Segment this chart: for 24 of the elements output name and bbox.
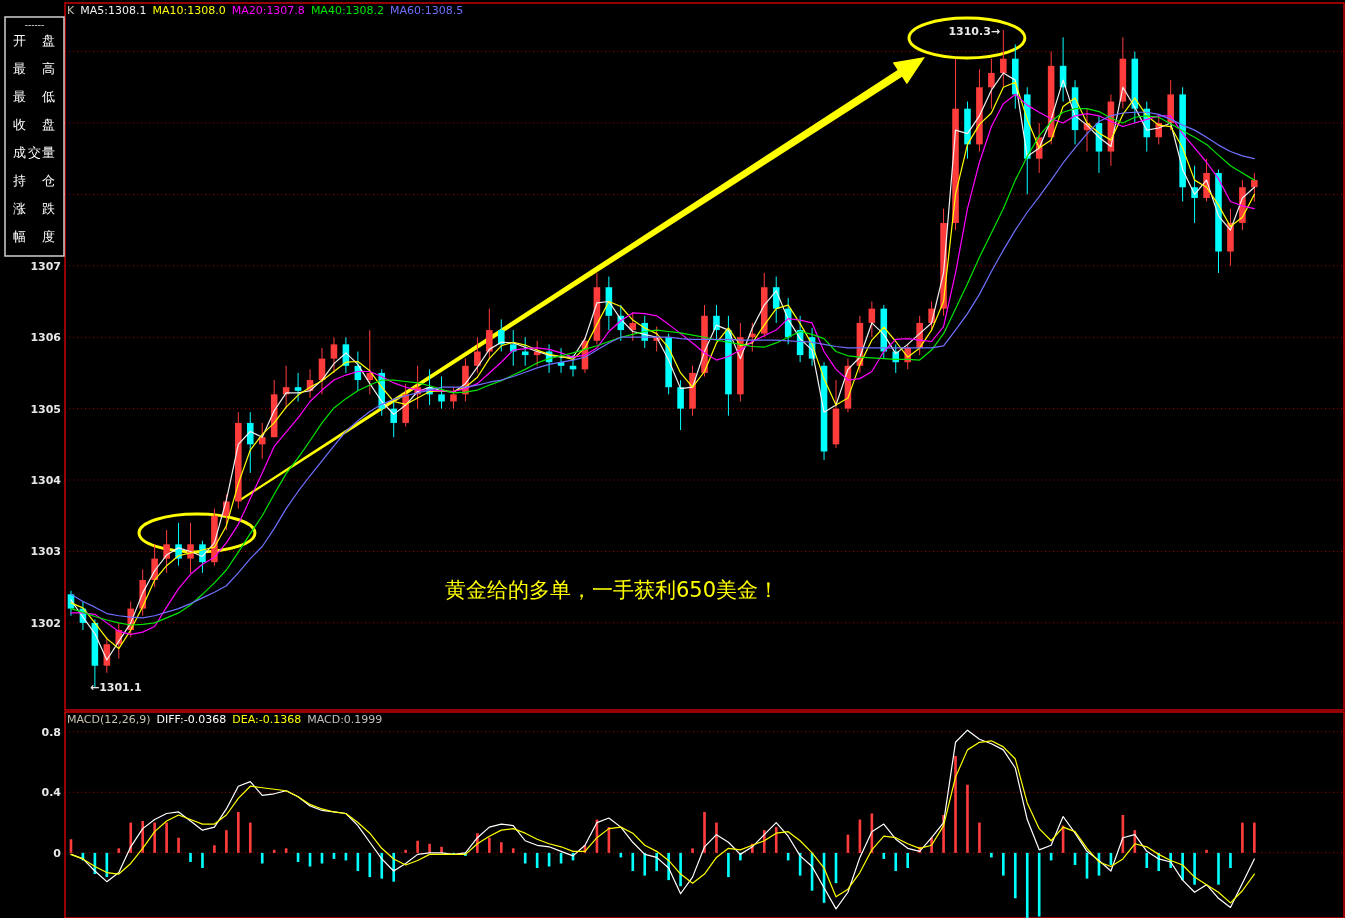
legend: MACD(12,26,9) DIFF:-0.0368 DEA:-0.1368	[67, 713, 302, 726]
text: ------	[24, 20, 45, 30]
y-tick-label: 1304	[30, 474, 62, 488]
annotation: 黄金给的多单，一手获利650美金！	[444, 577, 780, 602]
y-tick-label: 0.8	[41, 725, 61, 739]
text: 持仓	[13, 173, 55, 188]
y-tick-label: 0.4	[41, 786, 62, 800]
legend: K MA5:1308.1 MA10:1308.0 MA20:1307.8 MA40:1308.2 MA60:1308.5	[67, 4, 464, 17]
y-tick-label: 1303	[30, 545, 61, 559]
y-tick-label: 1305	[30, 402, 61, 416]
y-tick-label: 0	[53, 846, 62, 860]
text: 收盘	[13, 117, 55, 132]
annotation: ←1301.1	[89, 680, 142, 694]
text: 最低	[13, 89, 55, 104]
text: 最高	[13, 61, 55, 76]
text: 涨跌	[13, 201, 55, 216]
y-tick-label: 1302	[30, 616, 61, 630]
text: 幅度	[13, 229, 55, 244]
annotation: 1310.3→	[948, 25, 1001, 39]
annotations: MACD:0.1999	[307, 713, 383, 726]
text: 成交量	[13, 145, 55, 160]
y-tick-label: 1307	[30, 259, 61, 273]
y-tick-label: 1306	[30, 331, 62, 345]
text: 开盘	[13, 33, 55, 48]
